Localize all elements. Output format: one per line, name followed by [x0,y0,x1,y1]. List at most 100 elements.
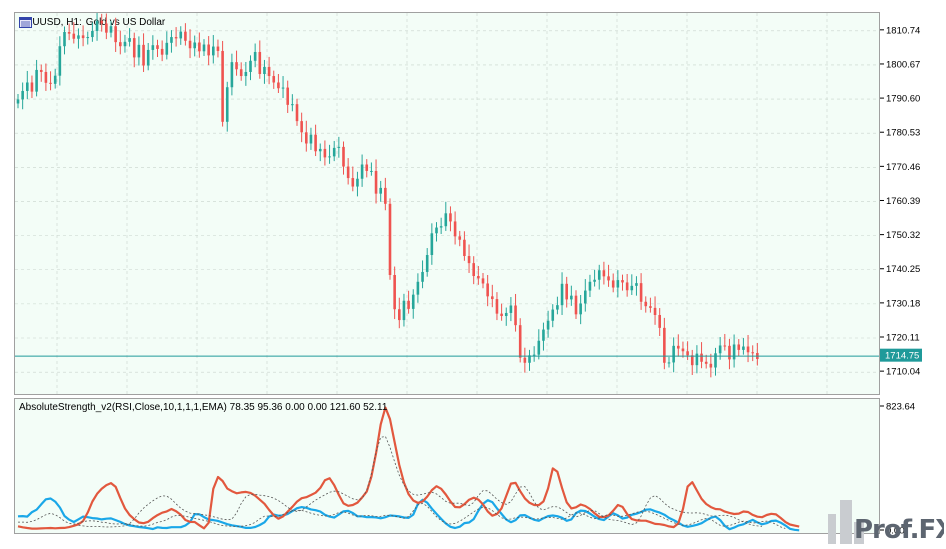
candle [379,180,382,202]
candle-body [39,69,43,72]
candle-body [370,170,373,172]
candle-body [346,166,350,179]
candle [114,17,117,52]
candle-body [746,346,750,353]
candle-body [137,44,141,58]
candle [667,357,671,368]
candle [686,341,689,361]
candle-body [123,41,127,47]
candle-body [21,90,24,100]
candle [486,274,489,307]
candle [528,349,531,371]
candle [39,64,43,82]
candle-body [35,69,38,92]
candle [704,354,708,369]
candle-body [156,45,159,49]
candle [142,33,145,72]
candle [309,127,313,150]
candle [537,329,541,360]
candle [128,28,131,47]
candle [35,59,38,97]
candle [193,35,196,57]
candle [714,347,717,376]
candle [44,63,48,91]
candle-body [425,255,429,272]
candle-body [565,283,568,300]
candle [421,260,424,289]
candle [523,347,527,373]
candle-body [44,71,48,83]
candle [342,141,345,175]
candle-body [379,187,382,194]
price-axis[interactable]: 1810.74 1800.67 1790.60 1780.53 1770.46 1760.… [880,12,946,395]
candle [607,264,610,287]
candle [291,94,294,112]
candle [695,345,699,374]
candle-body [309,134,313,144]
candle-body [188,40,192,49]
candle [351,166,355,192]
candle-body [72,33,76,39]
candle-body [100,20,103,24]
candle-body [686,351,689,356]
candle-body [146,49,150,66]
candle-body [198,42,201,52]
candle [732,334,736,368]
candle [463,231,466,261]
candle [584,279,587,312]
candle-body [616,280,620,288]
candle-body [500,313,503,317]
candle-body [593,279,596,282]
indicator-axis[interactable]: 823.64 0.00 [880,398,946,537]
candle [690,349,694,375]
candle [216,39,220,58]
candle [170,30,173,53]
candle-body [551,309,555,321]
candle [244,61,248,86]
candle-body [244,71,248,77]
candle-body [337,146,341,148]
candle-body [114,26,117,43]
candle [58,36,62,86]
candle [318,143,322,162]
candle [91,22,94,42]
candle [156,39,159,58]
candle-body [690,355,694,366]
candle [672,337,675,373]
candle-body [193,42,196,49]
candle-body [472,263,475,277]
y-tick-label: 823.64 [886,402,915,413]
candle-body [67,31,71,34]
candle-body [374,170,378,194]
candle [477,266,480,285]
candle-body [514,305,517,326]
candle [602,261,606,285]
candle [500,303,503,321]
candle-body [398,309,401,321]
candle [709,353,713,378]
candle [742,338,745,355]
candle-body [532,354,536,356]
candle [532,346,536,362]
indicator-pane[interactable]: AbsoluteStrength_v2(RSI,Close,10,1,1,1,E… [14,398,880,534]
candle-body [625,282,629,291]
candle [630,274,634,295]
candle [132,32,136,68]
indicator-lines [17,406,800,532]
candle-body [314,134,317,152]
candle-body [184,31,187,41]
candle [542,322,545,351]
candle [295,98,299,126]
candle [588,274,592,298]
candle [416,273,420,303]
y-tick-label: 1800.67 [886,59,920,70]
candle-body [597,270,601,280]
candle-body [458,236,462,240]
candle-body [212,46,215,56]
candle-body [411,294,415,309]
candle-body [453,221,457,237]
price-chart-pane[interactable]: XAUUSD, H1: Gold vs US Dollar [14,12,880,395]
candle [356,171,359,197]
candle [212,35,215,64]
candle [556,296,559,315]
